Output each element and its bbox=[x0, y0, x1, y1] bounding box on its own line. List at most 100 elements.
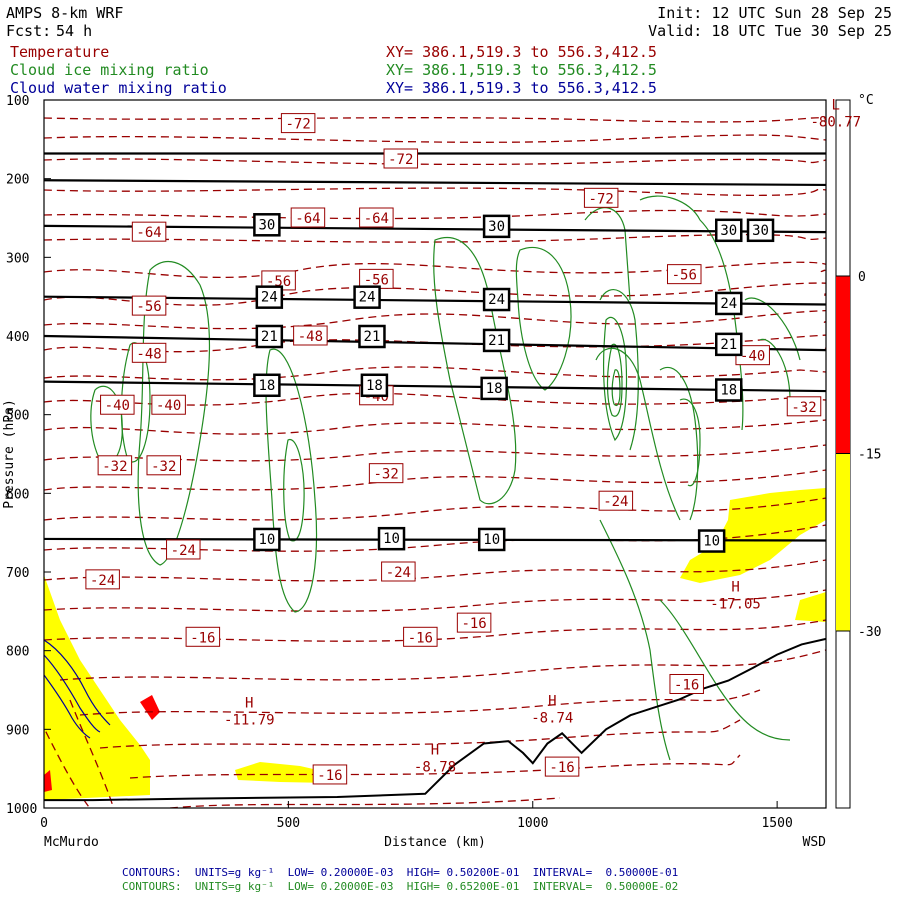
height-label-box bbox=[697, 529, 726, 553]
height-label-text: 30 bbox=[488, 219, 505, 235]
temperature-label-text: -72 bbox=[589, 191, 614, 207]
temperature-label: -16 bbox=[403, 626, 438, 647]
temperature-label-text: -48 bbox=[136, 346, 161, 362]
temperature-label-text: -32 bbox=[151, 459, 176, 475]
extremum-value: -80.77 bbox=[810, 114, 861, 130]
temperature-label: -48 bbox=[131, 342, 167, 363]
height-label-text: 18 bbox=[366, 378, 383, 394]
height-label-box bbox=[253, 373, 281, 398]
temperature-label-box bbox=[403, 626, 438, 647]
cloud-water-fill-left-red bbox=[140, 695, 160, 720]
x-start-label: McMurdo bbox=[44, 835, 99, 850]
temperature-label-text: -24 bbox=[386, 565, 411, 581]
height-label-text: 21 bbox=[488, 333, 505, 349]
height-label: 21 bbox=[482, 328, 511, 353]
temperature-label-text: -24 bbox=[603, 494, 628, 510]
temperature-label-text: -56 bbox=[672, 268, 697, 284]
extremum-value: -8.78 bbox=[414, 760, 456, 776]
temperature-label: -32 bbox=[786, 396, 822, 417]
cloud-water-fill-left-red2 bbox=[44, 770, 52, 792]
temperature-label-box bbox=[146, 455, 181, 476]
height-label: 30 bbox=[715, 218, 743, 243]
y-tick-label: 1000 bbox=[6, 802, 37, 817]
x-axis-label: Distance (km) bbox=[384, 835, 486, 850]
height-label-text: 18 bbox=[720, 382, 737, 398]
height-label: 24 bbox=[353, 285, 381, 309]
y-tick-label: 600 bbox=[6, 487, 29, 502]
temperature-label-box bbox=[290, 207, 326, 228]
cloud-water-fill-right2 bbox=[795, 592, 826, 622]
height-label: 24 bbox=[715, 291, 743, 316]
y-axis-label: Pressure (hPa) bbox=[2, 399, 17, 509]
temperature-label-text: -32 bbox=[791, 400, 816, 416]
height-label-text: 30 bbox=[752, 223, 769, 239]
height-label-box bbox=[715, 218, 743, 243]
height-label-box bbox=[255, 324, 284, 349]
colorbar-tick-label: 0 bbox=[858, 270, 866, 285]
height-label-box bbox=[353, 285, 381, 309]
colorbar-band bbox=[836, 453, 850, 631]
height-label: 10 bbox=[253, 527, 281, 552]
height-line bbox=[43, 224, 827, 234]
height-label-text: 21 bbox=[720, 337, 737, 353]
height-label: 30 bbox=[253, 213, 281, 237]
extremum-type: H bbox=[431, 743, 439, 759]
height-label-text: 10 bbox=[258, 532, 275, 548]
temperature-label: -32 bbox=[368, 463, 404, 484]
temperature-label: -56 bbox=[359, 268, 394, 289]
extremum-value: -17.05 bbox=[710, 597, 761, 613]
y-tick-label: 500 bbox=[6, 409, 29, 424]
temperature-label-box bbox=[669, 673, 704, 694]
height-label-text: 10 bbox=[703, 534, 720, 550]
height-label-text: 18 bbox=[486, 381, 503, 397]
y-tick-label: 400 bbox=[6, 330, 29, 345]
temperature-label: -48 bbox=[293, 325, 328, 346]
valid-time: Valid: 18 UTC Tue 30 Sep 25 bbox=[648, 22, 892, 40]
height-label: 18 bbox=[715, 378, 743, 402]
height-label-box bbox=[255, 285, 284, 309]
temperature-label-text: -16 bbox=[408, 630, 433, 646]
cloud-water-fill-left bbox=[44, 575, 150, 800]
footer-water: CONTOURS: UNITS=g kg⁻¹ LOW= 0.20000E-03 … bbox=[122, 866, 679, 879]
height-line bbox=[43, 179, 827, 187]
colorbar-unit: °C bbox=[858, 93, 874, 108]
height-label-box bbox=[746, 218, 775, 243]
x-tick-label: 0 bbox=[40, 816, 48, 831]
init-time: Init: 12 UTC Sun 28 Sep 25 bbox=[657, 4, 892, 22]
temperature-label: -40 bbox=[100, 394, 135, 415]
temperature-label: -72 bbox=[383, 148, 419, 169]
extremum-value: -11.79 bbox=[224, 712, 275, 728]
extremum-label: H-8.74 bbox=[531, 694, 573, 727]
temperature-label-text: -64 bbox=[136, 225, 161, 241]
height-label-box bbox=[360, 373, 389, 398]
temperature-label-box bbox=[85, 569, 120, 590]
temperature-label-text: -64 bbox=[364, 211, 389, 227]
model-title: AMPS 8-km WRF bbox=[6, 4, 124, 22]
height-label-text: 24 bbox=[720, 296, 737, 312]
temperature-label-box bbox=[583, 187, 619, 208]
temperature-label-box bbox=[131, 221, 167, 242]
height-label-box bbox=[480, 376, 508, 401]
extremum-type: H bbox=[731, 580, 739, 596]
terrain-line bbox=[44, 637, 827, 802]
height-label-box bbox=[377, 526, 406, 551]
y-axis-ticks: 100 200 300 400 500 600 700 800 900 1000 bbox=[6, 94, 51, 817]
height-label-box bbox=[477, 527, 506, 552]
temperature-label-box bbox=[456, 612, 492, 633]
temperature-label: -24 bbox=[166, 539, 201, 560]
colorbar-ticks: 0 -15 -30 bbox=[836, 270, 881, 640]
extremum-label: H-11.79 bbox=[224, 695, 275, 728]
temperature-label: -40 bbox=[151, 394, 186, 415]
height-label-text: 24 bbox=[261, 290, 278, 306]
y-tick-label: 900 bbox=[6, 723, 29, 738]
temperature-label-text: -32 bbox=[102, 459, 127, 475]
colorbar-tick-label: -30 bbox=[858, 625, 881, 640]
temperature-label: -64 bbox=[359, 207, 394, 228]
field-cloud-water: Cloud water mixing ratio bbox=[10, 79, 227, 97]
temperature-label-text: -40 bbox=[156, 398, 181, 414]
extremum-label: H-8.78 bbox=[414, 743, 456, 776]
temperature-label-box bbox=[280, 113, 316, 134]
height-label-text: 24 bbox=[488, 292, 505, 308]
temperature-label: -16 bbox=[456, 612, 492, 633]
height-label: 30 bbox=[746, 218, 775, 243]
